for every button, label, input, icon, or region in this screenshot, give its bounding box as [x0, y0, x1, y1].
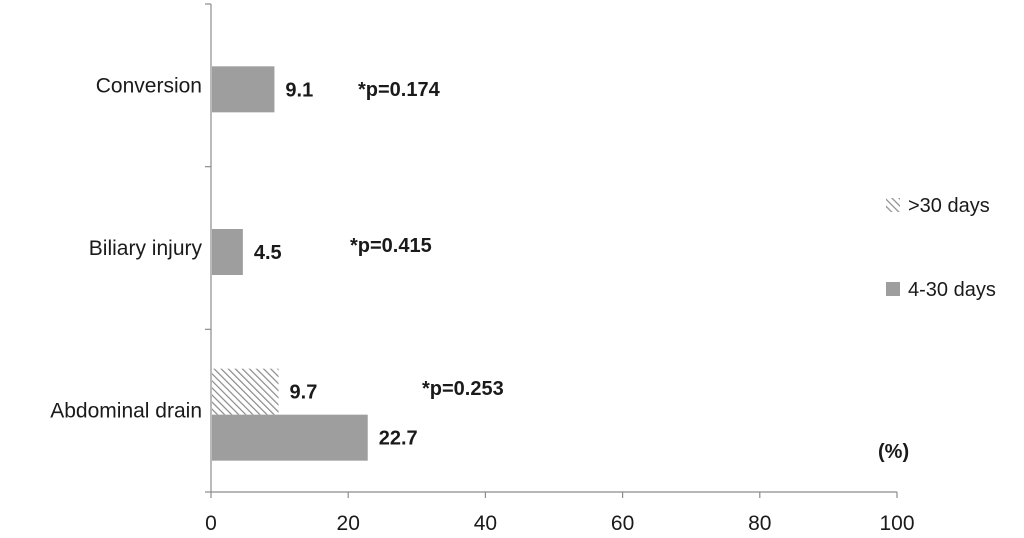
p-value-annotation: *p=0.174 — [358, 79, 441, 101]
bar-value-label: 4.5 — [254, 242, 282, 264]
legend-swatch — [886, 198, 900, 212]
legend-label: 4-30 days — [908, 279, 996, 301]
bars — [212, 66, 368, 461]
p-value-annotation: *p=0.415 — [350, 235, 432, 257]
bar — [212, 368, 279, 415]
category-label: Conversion — [96, 74, 202, 97]
category-label: Biliary injury — [89, 237, 203, 260]
legend-label: >30 days — [908, 195, 990, 217]
bar — [212, 229, 243, 275]
axes: 0 20 40 60 80 100 — [205, 3, 915, 535]
x-tick-label: 0 — [205, 512, 217, 535]
category-label: Abdominal drain — [50, 400, 202, 423]
unit-label: (%) — [878, 441, 909, 463]
x-tick-label: 20 — [337, 512, 360, 535]
bar — [212, 66, 275, 113]
bar-value-label: 22.7 — [379, 428, 418, 450]
bar-value-label: 9.7 — [290, 382, 318, 404]
x-tick-label: 60 — [611, 512, 634, 535]
labels: Conversion 9.1 Biliary injury 4.5 Abdominal … — [50, 74, 504, 449]
legend-swatch — [886, 282, 900, 296]
p-value-annotation: *p=0.253 — [422, 378, 504, 400]
x-tick-label: 100 — [879, 512, 914, 535]
x-tick-label: 40 — [474, 512, 497, 535]
bar-value-label: 9.1 — [285, 79, 313, 101]
legend: >30 days 4-30 days — [886, 195, 996, 301]
bar — [212, 414, 368, 461]
x-tick-label: 80 — [748, 512, 771, 535]
